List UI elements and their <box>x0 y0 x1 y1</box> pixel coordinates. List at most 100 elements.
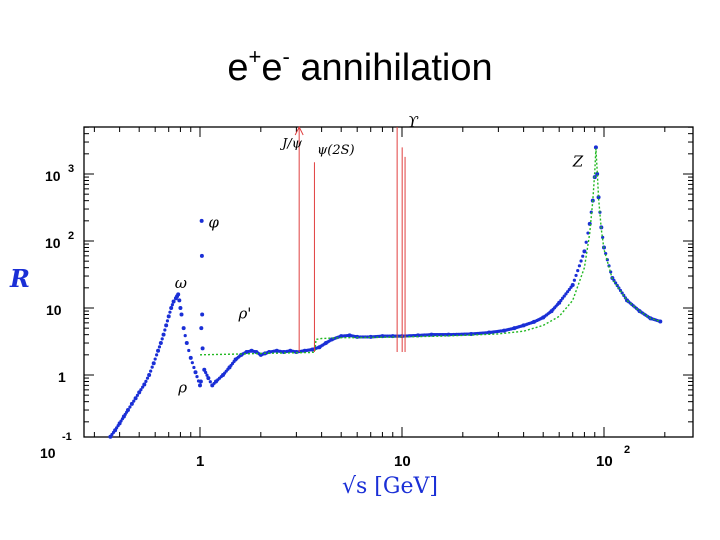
data-point <box>206 376 211 381</box>
data-point <box>200 346 205 351</box>
data-point <box>205 373 209 377</box>
x-tick-labels: 1 10 10 2 <box>196 444 630 470</box>
data-point <box>170 303 174 307</box>
resonance-arrow <box>294 125 304 136</box>
y-tick-label: 10 2 <box>45 230 74 251</box>
data-point <box>198 379 203 384</box>
series-resonances <box>294 125 406 353</box>
data-point <box>181 326 186 331</box>
x-tick-label: 1 <box>196 453 204 470</box>
data-point <box>155 353 159 357</box>
series-theory <box>199 148 661 356</box>
data-point <box>169 306 174 310</box>
data-point <box>179 312 184 317</box>
data-point <box>151 361 156 366</box>
data-point <box>157 345 162 349</box>
data-point <box>156 348 161 353</box>
data-point <box>137 390 142 395</box>
data-point <box>567 287 571 292</box>
data-point <box>163 328 167 332</box>
data-point <box>595 172 600 176</box>
data-point <box>199 218 204 223</box>
y-tick-label-text: 10 <box>45 235 61 251</box>
data-point <box>581 254 585 258</box>
minor-ticks <box>84 126 693 437</box>
data-point <box>144 379 148 383</box>
data-point <box>161 332 166 337</box>
data-point <box>596 195 601 200</box>
series-layer <box>108 125 663 439</box>
data-point <box>570 283 575 288</box>
data-point <box>145 376 150 380</box>
data-point <box>129 401 134 406</box>
data-point <box>183 334 187 338</box>
y-tick-label-text: 10 <box>40 445 56 461</box>
data-point <box>204 370 208 375</box>
data-point <box>178 306 183 310</box>
y-tick-label: 1 <box>58 369 66 385</box>
data-point <box>149 369 153 373</box>
data-point <box>139 388 143 392</box>
data-point <box>115 426 119 430</box>
x-tick-label-text: 10 <box>596 453 613 470</box>
data-point <box>601 235 605 240</box>
annotation-label: Z <box>572 152 584 170</box>
data-point <box>184 341 189 346</box>
y-tick-exponent: 3 <box>68 163 74 175</box>
data-point <box>200 312 205 317</box>
data-point <box>586 231 590 235</box>
data-point <box>560 296 565 300</box>
annotation-label: φ <box>208 213 219 231</box>
data-point <box>658 319 663 324</box>
data-point <box>577 264 582 268</box>
data-point <box>576 269 580 273</box>
y-tick-label: 10 <box>46 302 62 318</box>
x-tick-label: 10 <box>394 453 411 470</box>
data-point <box>579 259 583 263</box>
data-point <box>572 278 576 282</box>
x-tick-label: 10 2 <box>596 444 630 470</box>
data-point <box>128 405 132 409</box>
data-point <box>188 355 193 360</box>
data-point <box>193 370 198 375</box>
plot-frame <box>83 126 694 438</box>
data-point <box>190 361 194 365</box>
series-measurements <box>108 145 663 439</box>
y-tick-label-text: 10 <box>45 168 61 184</box>
annotation-label: ρ' <box>237 304 251 322</box>
data-point <box>582 249 587 254</box>
data-point <box>132 399 136 403</box>
data-point <box>147 373 152 377</box>
data-point <box>562 294 566 298</box>
annotation-label: ϒ <box>408 113 419 131</box>
y-tick-label: 10 -1 <box>40 431 72 461</box>
x-tick-exponent: 2 <box>624 444 630 456</box>
data-point <box>192 365 196 370</box>
data-point <box>164 323 169 328</box>
data-point <box>559 298 563 303</box>
data-point <box>195 375 199 379</box>
data-point <box>133 396 138 401</box>
data-point <box>566 290 570 294</box>
annotation-label: ω <box>175 274 187 292</box>
data-point <box>165 319 170 323</box>
y-axis-label: R <box>9 264 30 293</box>
data-point <box>198 383 202 388</box>
x-axis-label: √s [GeV] <box>342 474 438 499</box>
data-point <box>584 240 588 244</box>
data-point <box>199 253 204 258</box>
data-point <box>593 145 598 150</box>
data-point <box>142 382 147 387</box>
data-point <box>168 310 172 314</box>
data-point <box>177 298 182 303</box>
theory-curve <box>199 148 661 356</box>
data-point <box>208 380 212 384</box>
data-point <box>160 337 164 341</box>
y-tick-label: 10 3 <box>45 163 74 184</box>
annotations: ρ ω φ ρ' J/ψ ψ(2S) ϒ Z <box>175 113 584 396</box>
slide-title: e+e- annihilation <box>227 44 493 89</box>
data-point <box>153 357 157 361</box>
data-point <box>140 385 145 389</box>
data-point <box>202 367 207 372</box>
